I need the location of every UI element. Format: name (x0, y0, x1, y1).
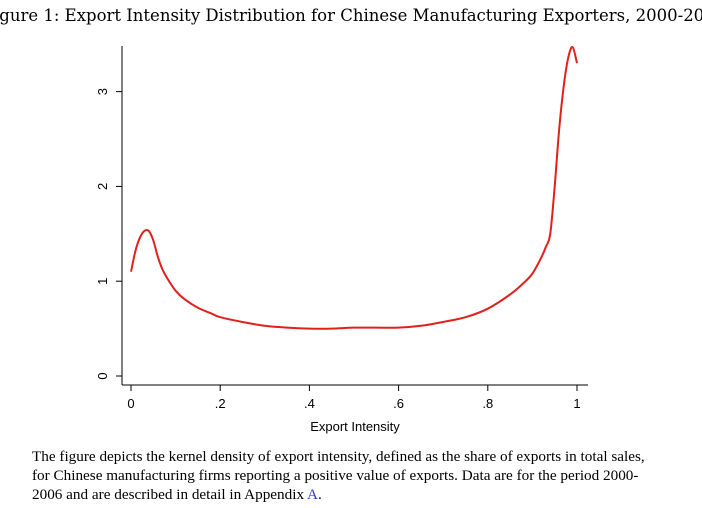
x-tick-label: 0 (127, 396, 134, 411)
x-tick-label: 1 (573, 396, 580, 411)
axes (121, 46, 588, 386)
export-intensity-density-chart: 0 .2 .4 .6 .8 1 0 1 2 3 Export Intensity (95, 46, 588, 434)
x-tick-label: .6 (393, 396, 404, 411)
figure-caption: The figure depicts the kernel density of… (32, 447, 652, 504)
caption-text: The figure depicts the kernel density of… (32, 448, 645, 503)
x-tick-label: .2 (215, 396, 226, 411)
series-group (130, 46, 578, 330)
density-line (130, 46, 578, 330)
y-ticks: 0 1 2 3 (95, 88, 122, 380)
y-tick-label: 0 (95, 372, 110, 379)
appendix-link[interactable]: A (307, 486, 318, 503)
x-tick-label: .8 (482, 396, 493, 411)
y-tick-label: 1 (95, 278, 110, 285)
y-tick-label: 2 (95, 183, 110, 190)
caption-end: . (317, 486, 322, 503)
x-ticks: 0 .2 .4 .6 .8 1 (127, 385, 581, 411)
x-tick-label: .4 (304, 396, 315, 411)
figure-title: igure 1: Export Intensity Distribution f… (0, 6, 702, 25)
x-axis-label: Export Intensity (310, 419, 400, 434)
y-tick-label: 3 (95, 88, 110, 95)
